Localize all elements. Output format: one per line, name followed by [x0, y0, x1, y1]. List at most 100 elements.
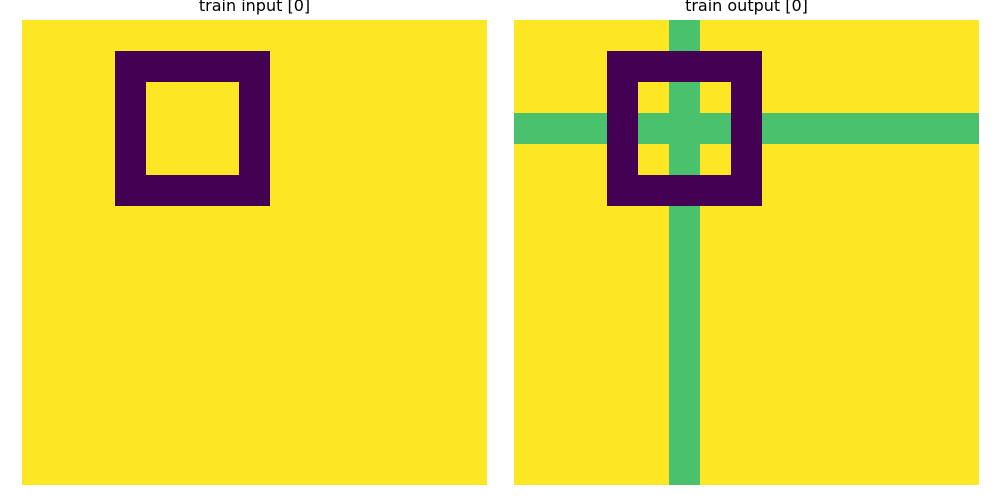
grid-cell: [208, 330, 239, 361]
grid-cell: [700, 237, 731, 268]
grid-cell: [793, 175, 824, 206]
grid-cell: [115, 392, 146, 423]
grid-cell: [270, 113, 301, 144]
grid-cell: [917, 392, 948, 423]
grid-cell: [793, 113, 824, 144]
grid-cell: [115, 20, 146, 51]
grid-cell: [917, 423, 948, 454]
grid-cell: [607, 423, 638, 454]
grid-cell: [332, 454, 363, 485]
grid-cell: [146, 20, 177, 51]
grid-cell: [607, 144, 638, 175]
grid-cell: [638, 206, 669, 237]
grid-cell: [948, 113, 979, 144]
grid-cell: [270, 268, 301, 299]
grid-cell: [700, 330, 731, 361]
grid-cell: [146, 113, 177, 144]
grid-cell: [762, 20, 793, 51]
grid-cell: [917, 299, 948, 330]
grid-cell: [22, 454, 53, 485]
grid-cell: [115, 144, 146, 175]
grid-cell: [115, 423, 146, 454]
grid-train-input: [22, 20, 487, 485]
grid-cell: [208, 82, 239, 113]
grid-cell: [793, 299, 824, 330]
grid-cell: [731, 423, 762, 454]
grid-cell: [731, 175, 762, 206]
grid-cell: [208, 299, 239, 330]
grid-cell: [301, 175, 332, 206]
grid-cell: [456, 206, 487, 237]
grid-cell: [239, 144, 270, 175]
grid-cell: [84, 268, 115, 299]
grid-cell: [917, 113, 948, 144]
grid-cell: [84, 330, 115, 361]
grid-cell: [731, 299, 762, 330]
grid-cell: [545, 268, 576, 299]
grid-cell: [917, 454, 948, 485]
grid-cell: [948, 175, 979, 206]
grid-cell: [208, 175, 239, 206]
grid-cell: [425, 299, 456, 330]
grid-cell: [607, 113, 638, 144]
grid-cell: [576, 423, 607, 454]
grid-cell: [177, 423, 208, 454]
grid-cell: [146, 51, 177, 82]
grid-cell: [394, 237, 425, 268]
grid-cell: [84, 361, 115, 392]
grid-cell: [793, 361, 824, 392]
grid-cell: [456, 423, 487, 454]
grid-cell: [394, 454, 425, 485]
grid-cell: [270, 361, 301, 392]
grid-cell: [332, 268, 363, 299]
grid-cell: [855, 299, 886, 330]
grid-cell: [917, 268, 948, 299]
grid-cell: [363, 82, 394, 113]
grid-cell: [855, 268, 886, 299]
grid-cell: [545, 206, 576, 237]
grid-cell: [545, 454, 576, 485]
grid-cell: [824, 268, 855, 299]
grid-cell: [669, 82, 700, 113]
grid-cell: [425, 175, 456, 206]
grid-cell: [301, 51, 332, 82]
grid-cell: [824, 175, 855, 206]
grid-cell: [886, 237, 917, 268]
grid-cell: [948, 268, 979, 299]
grid-cell: [700, 20, 731, 51]
grid-cell: [425, 237, 456, 268]
grid-cell: [22, 392, 53, 423]
grid-cell: [545, 144, 576, 175]
grid-cell: [301, 454, 332, 485]
grid-cell: [270, 237, 301, 268]
grid-cell: [84, 82, 115, 113]
grid-cell: [146, 330, 177, 361]
grid-cell: [146, 423, 177, 454]
grid-cell: [545, 392, 576, 423]
grid-cell: [208, 51, 239, 82]
grid-cell: [84, 113, 115, 144]
grid-cell: [394, 175, 425, 206]
grid-cell: [270, 206, 301, 237]
grid-cell: [22, 144, 53, 175]
grid-cell: [669, 299, 700, 330]
grid-cell: [514, 206, 545, 237]
grid-cell: [394, 361, 425, 392]
grid-cell: [700, 206, 731, 237]
grid-cell: [514, 330, 545, 361]
grid-cell: [332, 206, 363, 237]
grid-cell: [948, 423, 979, 454]
grid-cell: [394, 113, 425, 144]
grid-cell: [514, 454, 545, 485]
grid-cell: [762, 144, 793, 175]
grid-cell: [855, 144, 886, 175]
grid-cell: [917, 330, 948, 361]
grid-cell: [731, 82, 762, 113]
grid-cell: [53, 330, 84, 361]
grid-cell: [545, 82, 576, 113]
grid-cell: [456, 392, 487, 423]
grid-cell: [669, 330, 700, 361]
grid-cell: [301, 206, 332, 237]
grid-cell: [53, 268, 84, 299]
grid-cell: [239, 268, 270, 299]
